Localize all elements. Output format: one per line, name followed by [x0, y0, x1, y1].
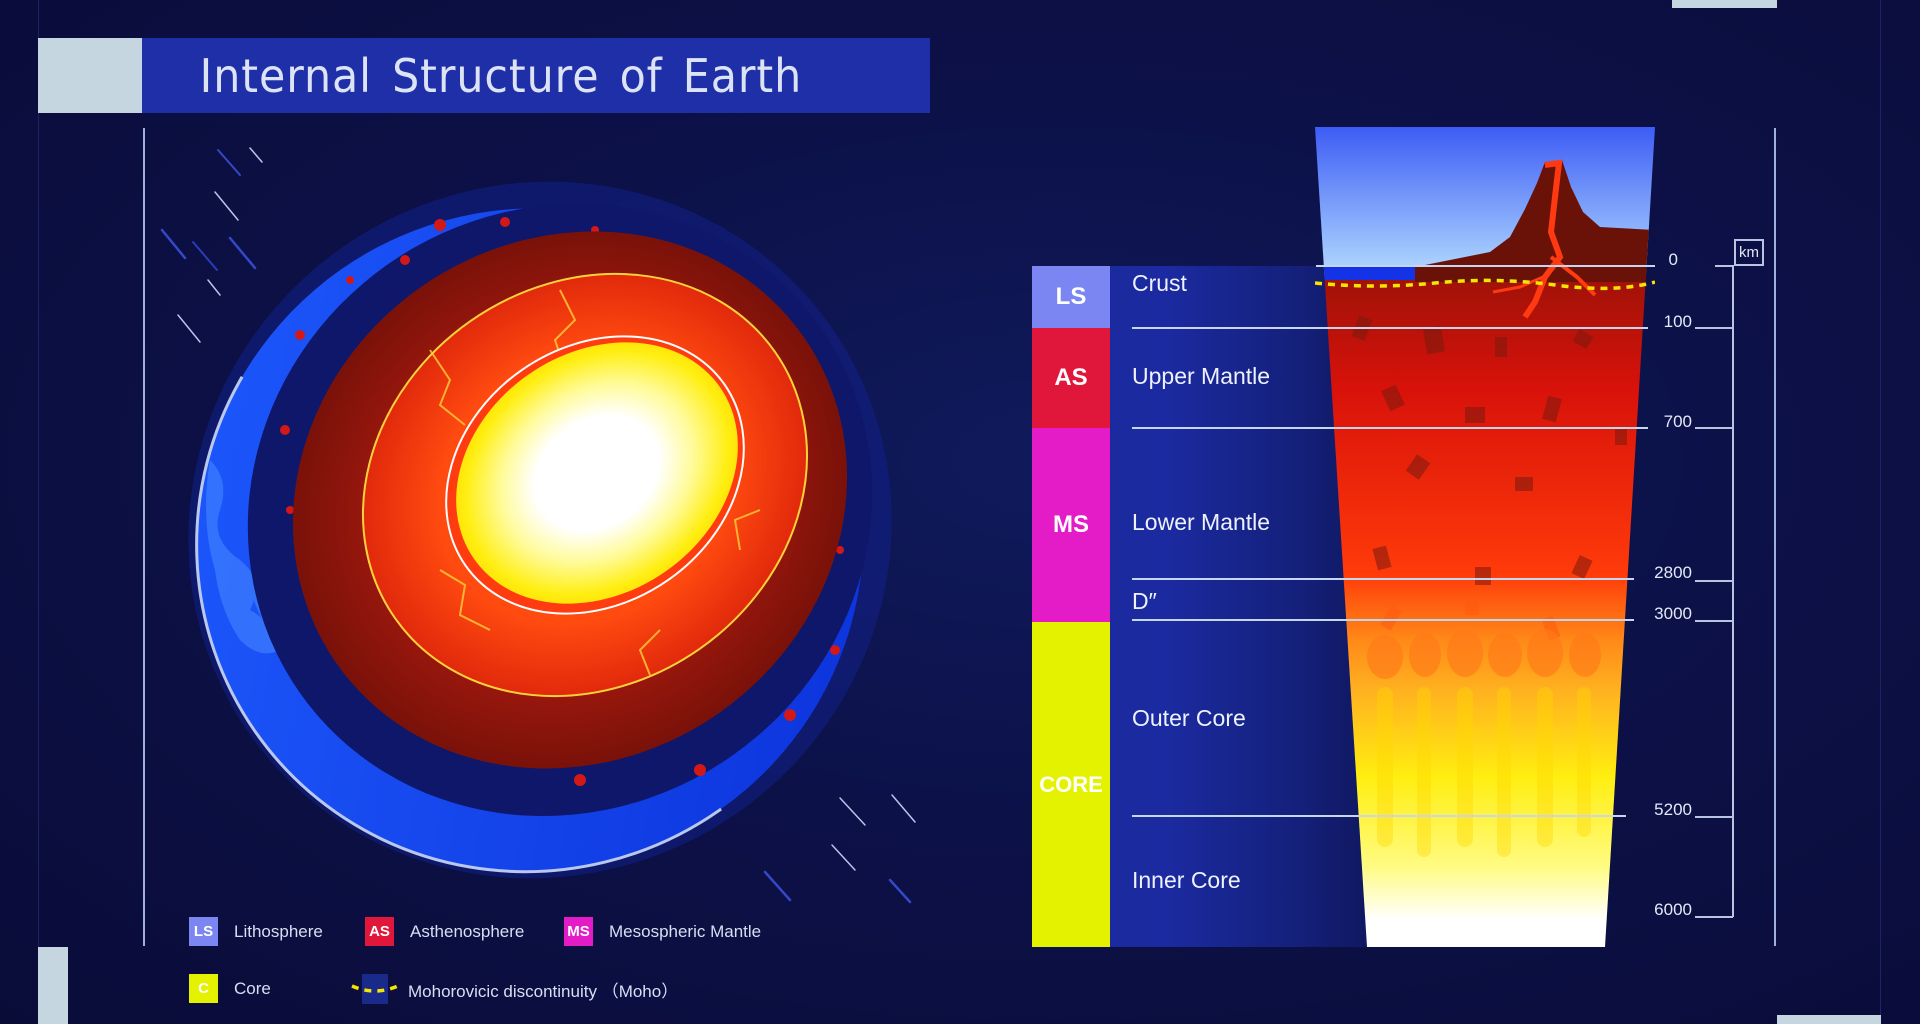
- band-ls: LS: [1032, 266, 1110, 328]
- scale-tick: [1695, 327, 1733, 329]
- legend-label: Mesospheric Mantle: [609, 921, 762, 941]
- scale-tick: [1695, 816, 1733, 818]
- legend-swatch-as: AS: [365, 917, 394, 946]
- page-title: Internal Structure of Earth: [199, 48, 803, 103]
- legend-swatch-ls: LS: [189, 917, 218, 946]
- scale-unit-label: km: [1734, 239, 1764, 266]
- legend-item-asthenosphere: AS Asthenosphere: [365, 917, 524, 946]
- left-frame-line: [143, 128, 145, 946]
- corner-block-top-right: [1672, 0, 1777, 8]
- scale-tick-label-5200: 5200: [1654, 800, 1692, 819]
- legend-label: Mohorovicic discontinuity （Moho）: [408, 981, 679, 1001]
- legend-label: Asthenosphere: [410, 921, 525, 941]
- depth-line-2800: [1132, 578, 1634, 580]
- layer-label-crust: Crust: [1132, 270, 1187, 296]
- frame-border-left: [38, 0, 39, 1024]
- band-core: CORE: [1032, 622, 1110, 947]
- scale-tick-label-700: 700: [1663, 412, 1692, 431]
- corner-block-bottom-right: [1777, 1015, 1881, 1024]
- right-frame-line: [1774, 128, 1776, 946]
- layer-label-upper-mantle: Upper Mantle: [1132, 363, 1271, 389]
- layer-bands-panel: LS AS MS CORE Crust Upper Mantle Lower M…: [1032, 266, 1367, 947]
- frame-border-right: [1880, 0, 1881, 1024]
- band-as: AS: [1032, 328, 1110, 428]
- scale-tick-label-3000: 3000: [1654, 604, 1692, 623]
- layer-label-lower-mantle: Lower Mantle: [1132, 509, 1271, 535]
- scale-tick: [1695, 580, 1733, 582]
- layer-label-inner-core: Inner Core: [1132, 867, 1241, 893]
- depth-line-5200: [1132, 815, 1626, 817]
- scale-tick: [1715, 265, 1733, 267]
- legend-swatch-ms: MS: [564, 917, 593, 946]
- legend-item-mesospheric-mantle: MS Mesospheric Mantle: [564, 917, 761, 946]
- title-bar: Internal Structure of Earth: [142, 38, 930, 113]
- scale-tick: [1695, 620, 1733, 622]
- legend-label: Core: [234, 978, 271, 998]
- legend-item-lithosphere: LS Lithosphere: [189, 917, 323, 946]
- legend-label: Lithosphere: [234, 921, 323, 941]
- layer-label-d-double-prime: D″: [1132, 588, 1157, 614]
- depth-line-0: [1316, 265, 1655, 267]
- band-ms: MS: [1032, 428, 1110, 622]
- scale-axis: [1732, 265, 1734, 917]
- scale-tick-label-0: 0: [1668, 250, 1678, 269]
- legend-swatch-c: C: [189, 974, 218, 1003]
- scale-tick-label-100: 100: [1663, 312, 1692, 331]
- moho-dashed-line-icon: [351, 974, 399, 1004]
- scale-tick-label-6000: 6000: [1654, 900, 1692, 919]
- scale-tick: [1695, 916, 1733, 918]
- depth-line-700: [1132, 427, 1648, 429]
- legend-item-moho: Mohorovicic discontinuity （Moho）: [350, 974, 678, 1004]
- earth-cross-section-column: [1315, 127, 1655, 947]
- layer-label-outer-core: Outer Core: [1132, 705, 1246, 731]
- depth-line-100: [1132, 327, 1648, 329]
- legend-item-core: C Core: [189, 974, 271, 1003]
- depth-line-3000: [1132, 619, 1634, 621]
- earth-cutaway-illustration: [160, 147, 916, 904]
- scale-tick: [1695, 427, 1733, 429]
- title-accent-block: [38, 38, 142, 113]
- corner-block-bottom-left: [38, 947, 68, 1024]
- scale-tick-label-2800: 2800: [1654, 563, 1692, 582]
